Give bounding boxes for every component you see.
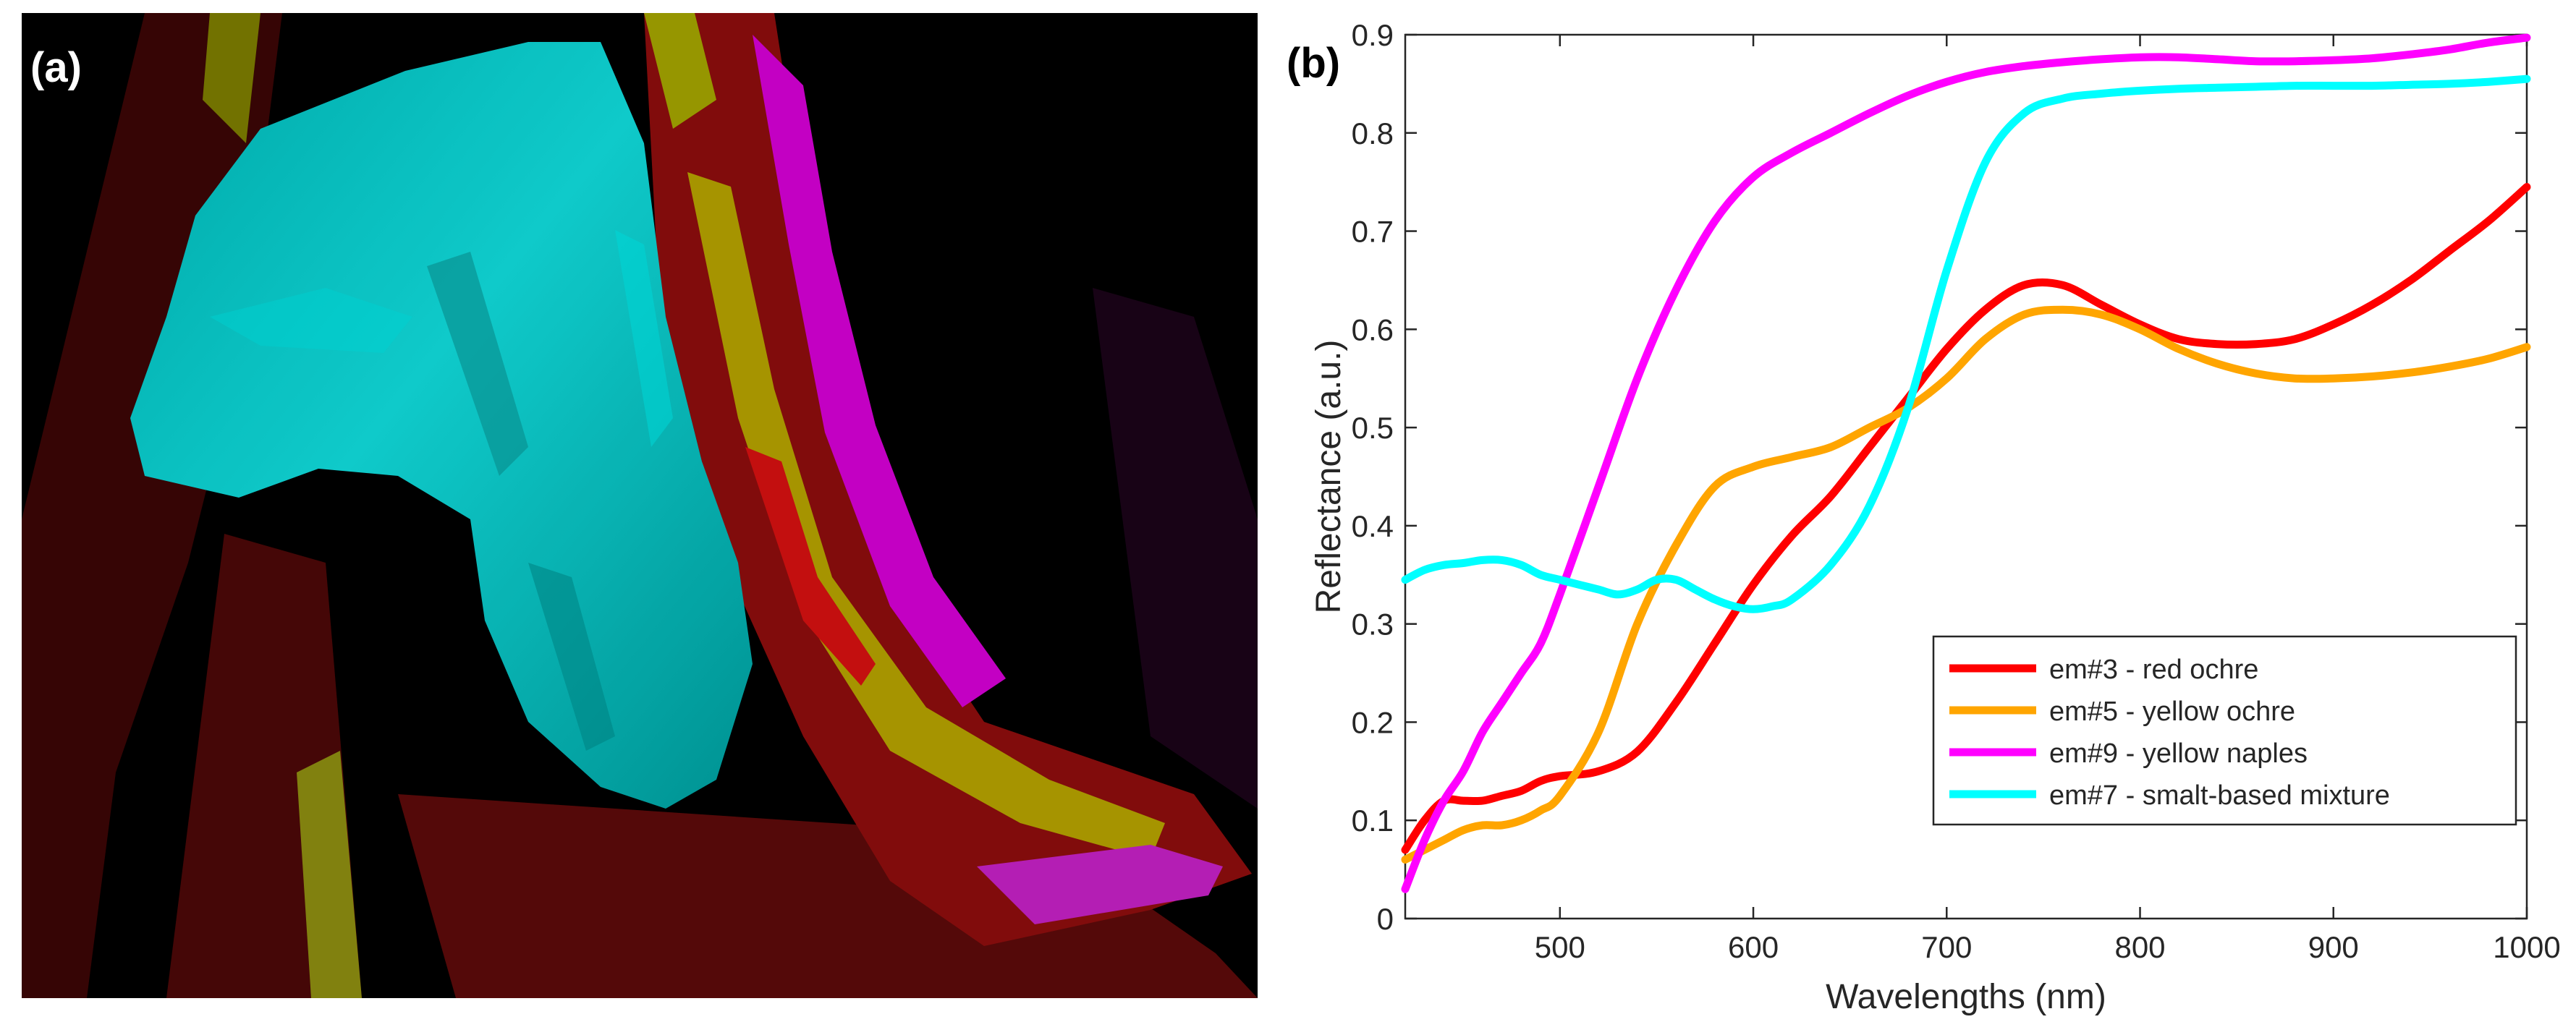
x-axis-label: Wavelengths (nm)	[1826, 978, 2106, 1016]
x-tick-label: 500	[1535, 930, 1585, 964]
y-tick-label: 0.9	[1352, 18, 1394, 52]
legend-label: em#9 - yellow naples	[2049, 738, 2308, 769]
series-line-em-3-red-ochre	[1401, 183, 2531, 854]
y-tick-label: 0.5	[1352, 411, 1394, 445]
y-tick-label: 0.2	[1352, 705, 1394, 739]
reflectance-chart: 0 0.1 0.2 0.3 0.4 0.5 0.6 0.7 0.8 0.9 500 600 700 800…	[1274, 0, 2576, 1031]
series-line-em-7-smalt-based-mixture	[1401, 74, 2531, 613]
panel-b-label: (b)	[1287, 40, 1341, 87]
y-tick-label: 0.4	[1352, 509, 1394, 543]
y-tick-label: 0.3	[1352, 608, 1394, 642]
abundance-map-image	[22, 13, 1258, 998]
x-tick-label: 700	[1921, 930, 1972, 964]
legend-label: em#5 - yellow ochre	[2049, 697, 2295, 727]
legend-label: em#7 - smalt-based mixture	[2049, 780, 2390, 811]
y-tick-label: 0	[1377, 902, 1394, 936]
abundance-map-illustration	[22, 13, 1258, 998]
x-tick-label: 600	[1728, 930, 1779, 964]
legend-label: em#3 - red ochre	[2049, 655, 2258, 685]
series-line-em-9-yellow-naples	[1401, 33, 2531, 893]
x-tick-label: 1000	[2493, 930, 2560, 964]
series-line-em-5-yellow-ochre	[1401, 305, 2531, 864]
x-tick-label: 800	[2114, 930, 2165, 964]
y-tick-label: 0.1	[1352, 804, 1394, 838]
y-axis-label: Reflectance (a.u.)	[1310, 340, 1348, 614]
y-tick-label: 0.8	[1352, 116, 1394, 150]
y-tick-label: 0.7	[1352, 215, 1394, 249]
panel-a-label: (a)	[30, 44, 82, 91]
x-tick-label: 900	[2308, 930, 2359, 964]
reflectance-chart-svg: 0 0.1 0.2 0.3 0.4 0.5 0.6 0.7 0.8 0.9 500 600 700 800…	[1310, 18, 2561, 1016]
y-tick-label: 0.6	[1352, 312, 1394, 346]
